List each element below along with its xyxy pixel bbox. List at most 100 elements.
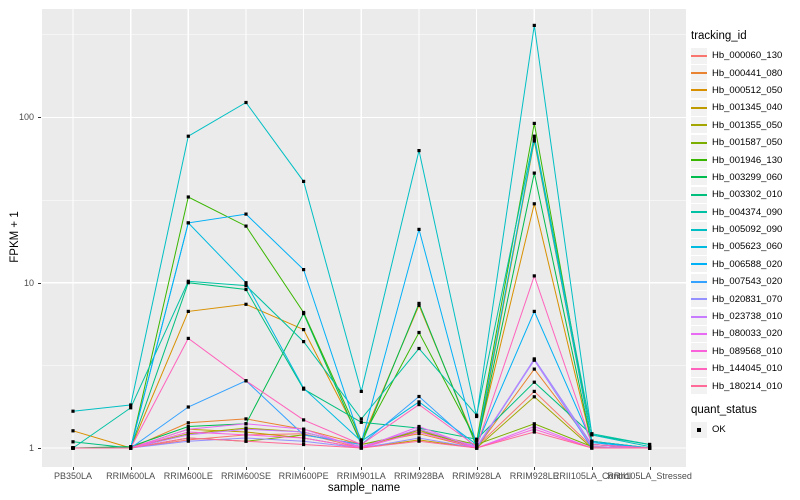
data-point <box>590 446 594 450</box>
legend-item-label: Hb_144045_010 <box>712 363 783 375</box>
data-point <box>532 380 536 384</box>
legend-key-swatch <box>691 134 707 151</box>
series-color-line-icon <box>691 385 707 388</box>
legend-key-swatch <box>691 256 707 273</box>
data-point <box>359 420 363 424</box>
y-tick-label: 100 <box>18 112 34 123</box>
x-tick-label: RRIM901LA <box>336 471 386 481</box>
legend-key-swatch <box>691 360 707 377</box>
data-point <box>302 179 306 183</box>
legend-key-swatch <box>691 99 707 116</box>
legend-item-label: Hb_001946_130 <box>712 154 783 166</box>
x-tick-mark <box>476 467 478 470</box>
data-point <box>532 430 536 434</box>
legend-item-label: Hb_003302_010 <box>712 189 783 201</box>
legend-item-label: Hb_003299_060 <box>712 171 783 183</box>
x-tick-mark <box>591 467 593 470</box>
legend-item: Hb_023738_010 <box>691 308 799 325</box>
legend-item: Hb_006588_020 <box>691 256 799 273</box>
data-point <box>590 433 594 437</box>
plot-panel <box>42 9 686 467</box>
data-point <box>186 279 190 283</box>
legend-key-swatch <box>691 343 707 360</box>
x-tick-mark <box>245 467 247 470</box>
legend-key-swatch <box>691 186 707 203</box>
legend-item-label: Hb_020831_070 <box>712 293 783 305</box>
data-point <box>359 389 363 393</box>
data-point <box>186 134 190 138</box>
series-color-line-icon <box>691 89 707 92</box>
legend-key-swatch <box>691 117 707 134</box>
x-tick-label: RRIM600LA <box>106 471 156 481</box>
x-tick-label: RRIM928BA <box>393 471 444 481</box>
legend-key-swatch <box>691 82 707 99</box>
legend-item-label: Hb_001355_050 <box>712 119 783 131</box>
data-point <box>648 446 652 450</box>
panel-background <box>42 9 686 467</box>
data-point <box>532 358 536 362</box>
data-point <box>302 328 306 332</box>
data-point <box>417 427 421 431</box>
data-point <box>359 446 363 450</box>
legend-item-label: Hb_080033_020 <box>712 328 783 340</box>
data-point <box>475 439 479 443</box>
series-color-line-icon <box>691 141 707 144</box>
legend-key-swatch <box>691 152 707 169</box>
data-point <box>244 302 248 306</box>
data-point <box>244 281 248 285</box>
data-point <box>244 433 248 437</box>
data-point <box>532 171 536 175</box>
legend-title: tracking_id <box>691 30 747 42</box>
data-point <box>186 221 190 225</box>
data-point <box>417 430 421 434</box>
series-color-line-icon <box>691 280 707 283</box>
legend-item: Hb_144045_010 <box>691 360 799 377</box>
data-point <box>417 400 421 404</box>
legend-key-swatch <box>691 291 707 308</box>
quant-legend-item: OK <box>691 421 799 438</box>
legend-item: Hb_089568_010 <box>691 343 799 360</box>
x-tick-mark <box>130 467 132 470</box>
data-point <box>532 395 536 399</box>
series-color-line-icon <box>691 159 707 162</box>
data-point <box>590 440 594 445</box>
data-point <box>302 418 306 422</box>
data-point <box>417 436 421 440</box>
y-tick-mark <box>38 282 41 284</box>
legend-item: Hb_003299_060 <box>691 169 799 186</box>
series-color-line-icon <box>691 245 707 248</box>
data-point <box>186 439 190 443</box>
legend-item: Hb_020831_070 <box>691 290 799 308</box>
legend-item: Hb_007543_020 <box>691 273 799 290</box>
data-point <box>532 367 536 371</box>
data-point <box>302 312 306 316</box>
data-point <box>71 446 75 450</box>
y-tick-label: 10 <box>23 277 34 288</box>
data-point <box>244 284 248 288</box>
data-point <box>129 403 133 407</box>
data-point <box>186 424 190 429</box>
legend-item-label: Hb_000060_130 <box>712 50 783 62</box>
legend-item: Hb_180214_010 <box>691 377 799 395</box>
data-point <box>71 429 75 433</box>
data-point <box>302 427 306 431</box>
series-color-line-icon <box>691 332 707 335</box>
series-color-line-icon <box>691 367 707 370</box>
data-point <box>186 436 190 440</box>
legend-item: Hb_001355_050 <box>691 117 799 134</box>
data-point <box>359 442 363 447</box>
data-point <box>590 442 594 447</box>
data-point <box>532 137 536 141</box>
data-point <box>417 424 421 429</box>
x-tick-label: RRIM600PE <box>278 471 329 481</box>
data-point <box>129 406 133 410</box>
legend-item-label: Hb_005623_060 <box>712 241 783 253</box>
data-point <box>244 100 248 105</box>
x-tick-label: RRIM600SE <box>220 471 271 481</box>
data-point <box>302 430 306 434</box>
data-point <box>244 224 248 228</box>
data-point <box>532 23 536 27</box>
x-tick-mark <box>534 467 536 470</box>
data-point <box>302 439 306 443</box>
